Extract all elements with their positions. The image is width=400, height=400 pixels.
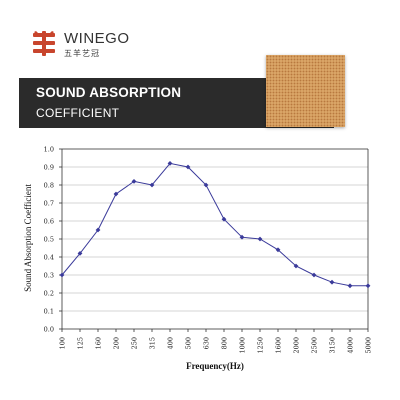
data-point xyxy=(131,179,137,184)
banner-title: SOUND ABSORPTION xyxy=(36,85,182,100)
data-point xyxy=(77,251,83,256)
y-tick-label: 0.3 xyxy=(44,271,54,279)
chart-axes xyxy=(59,148,369,332)
x-tick-label: 160 xyxy=(94,337,102,349)
y-tick-label: 0.1 xyxy=(44,307,54,315)
y-tick-label: 0.5 xyxy=(44,235,54,243)
x-tick-label: 630 xyxy=(202,337,210,349)
perforated-wood-acoustic-panel xyxy=(266,55,345,127)
logo-stroke xyxy=(48,31,54,36)
x-tick-label: 2500 xyxy=(310,337,318,354)
data-point xyxy=(239,234,245,240)
data-point xyxy=(185,164,191,170)
data-point xyxy=(365,283,371,289)
data-point xyxy=(329,279,335,285)
x-tick-label: 4000 xyxy=(346,337,354,354)
series-line xyxy=(61,162,368,287)
x-tick-label: 5000 xyxy=(364,337,372,354)
y-axis-label: Sound Absorption Coefficient xyxy=(23,184,33,292)
y-tick-label: 0.2 xyxy=(44,289,54,297)
x-tick-label: 1250 xyxy=(256,337,264,354)
x-tick-label: 800 xyxy=(220,337,228,349)
data-point xyxy=(149,182,155,188)
banner-subtitle: COEFFICIENT xyxy=(36,106,120,120)
x-tick-label: 3150 xyxy=(328,337,336,354)
x-tick-label: 250 xyxy=(130,337,138,349)
data-point xyxy=(167,161,173,166)
x-tick-label: 315 xyxy=(148,337,156,349)
x-tick-label: 1600 xyxy=(274,337,282,354)
brand-subtitle: 五羊艺冠 xyxy=(64,49,100,58)
x-tick-label: 400 xyxy=(166,337,174,349)
y-tick-label: 0.8 xyxy=(44,181,54,189)
brand-logo: WINEGO 五羊艺冠 xyxy=(30,27,140,67)
logo-stroke xyxy=(42,31,46,56)
chart-grid xyxy=(62,148,368,330)
brand-name: WINEGO xyxy=(64,30,130,47)
x-tick-label: 500 xyxy=(184,337,192,349)
data-point xyxy=(113,191,119,197)
x-tick-label: 2000 xyxy=(292,337,300,354)
logo-stroke xyxy=(34,31,40,36)
data-point xyxy=(293,263,299,269)
y-tick-label: 0.0 xyxy=(44,325,54,333)
x-tick-label: 1000 xyxy=(238,337,246,354)
x-axis-label: Frequency(Hz) xyxy=(186,361,244,371)
data-series xyxy=(59,161,371,289)
data-point xyxy=(95,227,101,233)
data-point xyxy=(347,283,353,289)
data-point xyxy=(275,247,281,253)
x-tick-label: 200 xyxy=(112,337,120,349)
x-tick-labels: 100 125 160 200 250 315 400 500 630 800 1000 1250 16… xyxy=(58,337,372,354)
y-tick-label: 0.6 xyxy=(44,217,54,225)
data-point xyxy=(203,182,209,188)
data-point xyxy=(221,216,227,222)
y-tick-label: 1.0 xyxy=(44,145,54,153)
sheep-character-logo-icon xyxy=(33,31,55,56)
y-tick-labels: 0.0 0.1 0.2 0.3 0.4 0.5 0.6 0.7 0.8 0.9 1.0 xyxy=(44,145,54,333)
y-tick-label: 0.9 xyxy=(44,163,54,171)
data-point xyxy=(257,236,263,242)
x-tick-label: 125 xyxy=(76,337,84,349)
y-tick-label: 0.7 xyxy=(44,199,54,207)
x-tick-label: 100 xyxy=(58,337,66,349)
data-point xyxy=(311,272,317,278)
y-tick-label: 0.4 xyxy=(44,253,54,261)
data-point xyxy=(59,272,65,278)
